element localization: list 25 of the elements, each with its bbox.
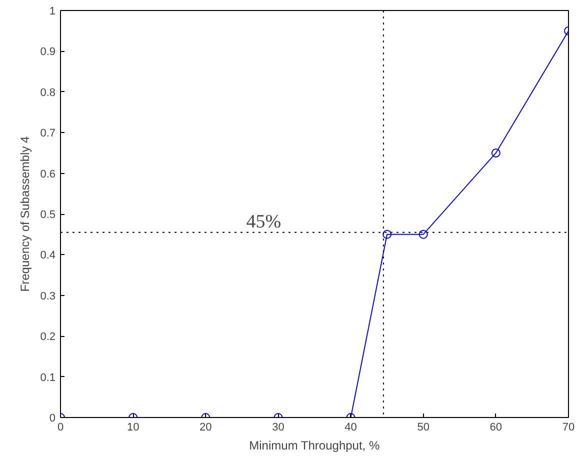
point [382, 230, 392, 239]
y-tick-label: 0 [49, 412, 56, 424]
y-tick-label: 0.6 [40, 168, 56, 180]
x-tick-label: 60 [490, 422, 502, 434]
x-tick-label: 20 [200, 422, 212, 434]
point [418, 230, 428, 239]
x-axis-title: Minimum Throughput, % [249, 438, 380, 452]
x-tick-label: 50 [417, 422, 430, 434]
y-axis-title: Frequency of Subassembly 4 [18, 136, 32, 292]
y-tick-label: 0.1 [40, 372, 56, 384]
y-tick-label: 0.9 [40, 46, 56, 58]
y-tick-label: 0.4 [40, 250, 56, 262]
y-tick-label: 0.5 [40, 209, 56, 221]
x-tick-label: 0 [57, 422, 64, 434]
x-tick-label: 10 [126, 422, 140, 434]
x-tick-label: 40 [344, 422, 357, 434]
x-tick-label: 30 [272, 422, 284, 434]
y-tick-label: 0.3 [40, 290, 56, 302]
annotation: 45% [246, 211, 282, 232]
y-tick-label: 0.8 [40, 86, 56, 99]
y-tick-label: 0.7 [40, 128, 56, 140]
y-tick-label: 1 [49, 6, 56, 18]
point [491, 148, 500, 158]
x-tick-label: 70 [562, 422, 575, 434]
y-tick-label: 0.2 [40, 331, 56, 344]
